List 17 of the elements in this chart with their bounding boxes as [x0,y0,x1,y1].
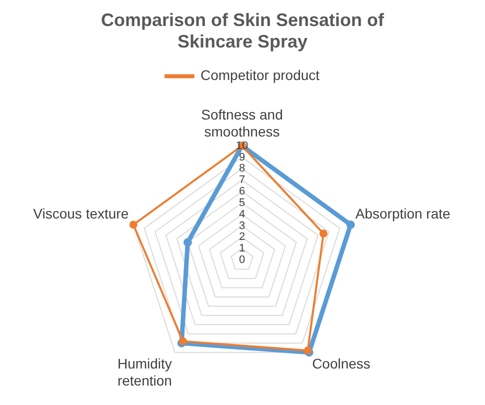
y-tick-label: 0 [238,254,246,266]
spoke-label: Absorption rate [355,206,451,222]
y-tick-label: 5 [238,196,246,209]
y-tick-label: 3 [238,220,246,232]
spoke-label: Humidity retention [117,356,172,388]
y-tick-label: 6 [238,186,246,198]
chart-title: Comparison of Skin Sensation of Skincare Spray [100,10,386,52]
y-tick-label: 8 [238,162,246,175]
y-tick-label: 9 [238,151,246,164]
legend-label: Competitor product [200,67,320,84]
y-tick-label: 2 [238,231,246,244]
spoke-label: Viscous texture [33,206,129,222]
spoke-label: Softness and smoothness [201,106,283,140]
y-tick-label: 4 [238,208,246,220]
y-tick-label: 7 [238,174,246,186]
spoke-label: Coolness [312,356,370,372]
y-tick-label: 1 [238,242,246,255]
